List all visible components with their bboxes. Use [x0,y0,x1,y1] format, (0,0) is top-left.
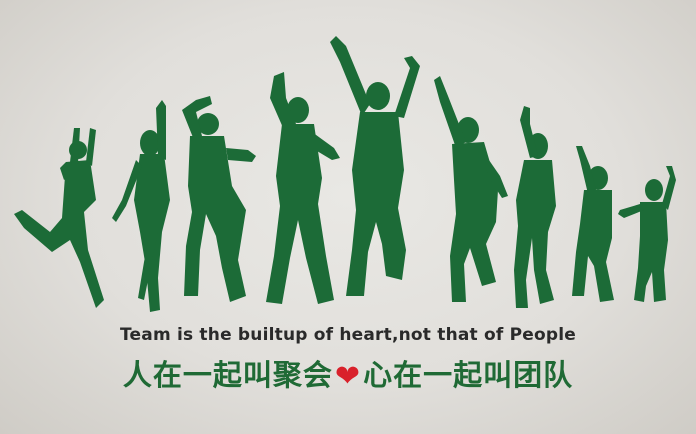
chinese-slogan: 人在一起叫聚会❤心在一起叫团队 [0,352,696,394]
chinese-slogan-left: 人在一起叫聚会 [122,358,333,392]
silhouette-man-arm-up-right [572,146,614,302]
silhouette-woman-arm-raised [112,100,170,312]
silhouette-woman-leaping-left [14,128,104,308]
silhouette-woman-ponytail [514,106,556,308]
silhouette-woman-far-right [618,166,676,302]
silhouette-man-kicking [434,76,508,302]
heart-icon: ❤ [334,359,362,394]
english-slogan: Team is the builtup of heart,not that of… [120,325,576,345]
silhouette-man-striding [266,72,340,304]
silhouette-man-saluting [182,96,256,302]
chinese-slogan-right: 心在一起叫团队 [363,358,574,392]
silhouette-man-jumping-center [330,36,420,296]
